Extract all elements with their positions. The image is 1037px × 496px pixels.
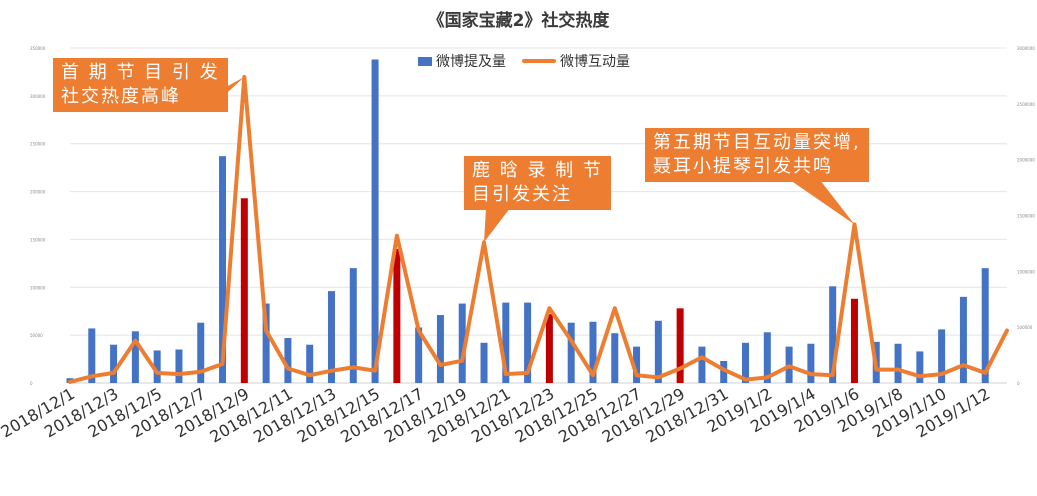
legend-swatch-interactions xyxy=(522,59,556,63)
bar xyxy=(240,198,248,383)
bar xyxy=(131,331,139,383)
bar xyxy=(502,302,510,383)
bar xyxy=(327,291,335,383)
bar xyxy=(110,344,118,383)
bar xyxy=(589,321,597,383)
y-tick-label-left: 0 xyxy=(30,381,33,386)
bar xyxy=(894,343,902,383)
bar xyxy=(371,59,379,383)
bar xyxy=(698,346,706,383)
bar xyxy=(916,351,924,383)
bar xyxy=(763,332,771,383)
bar xyxy=(197,322,205,383)
callout-pointers xyxy=(180,77,855,243)
bar xyxy=(262,303,270,383)
y-tick-label-left: 250000 xyxy=(30,142,46,147)
bar xyxy=(720,360,728,383)
y-tick-label-left: 50000 xyxy=(30,333,43,338)
bar xyxy=(436,315,444,383)
line-series xyxy=(68,75,1009,384)
bar xyxy=(524,302,532,383)
bar xyxy=(981,268,989,383)
bar xyxy=(284,338,292,383)
bar xyxy=(349,268,357,383)
annotation-line: 首 期 节 目 引 发 xyxy=(61,62,220,83)
bar xyxy=(306,344,314,383)
bar xyxy=(676,308,684,383)
bar-series xyxy=(66,59,989,383)
bar xyxy=(742,342,750,383)
bar xyxy=(88,328,96,383)
legend-swatch-mentions xyxy=(418,56,432,66)
bar xyxy=(415,327,423,383)
legend: 微博提及量 微博互动量 xyxy=(418,51,630,71)
bar xyxy=(633,346,641,383)
y-tick-label-left: 150000 xyxy=(30,237,46,242)
bar xyxy=(458,303,466,383)
bar xyxy=(938,329,946,383)
y-tick-label-right: 500000 xyxy=(1017,325,1033,330)
bar xyxy=(393,249,401,383)
bar xyxy=(654,320,662,383)
callout-pointer xyxy=(790,180,855,225)
y-tick-label-left: 200000 xyxy=(30,190,46,195)
bar xyxy=(175,349,183,383)
y-tick-label-left: 100000 xyxy=(30,285,46,290)
annotation-fifth-episode: 第五期节目互动量突增, 聂耳小提琴引发共鸣 xyxy=(645,128,869,182)
y-tick-label-right: 0 xyxy=(1017,381,1020,386)
x-axis-ticks: 2018/12/12018/12/32018/12/52018/12/72018… xyxy=(0,384,993,447)
bar xyxy=(829,286,837,383)
bar xyxy=(153,350,161,383)
bar xyxy=(611,333,619,383)
y-axis-left: 0 50000 100000 150000 200000 250000 300000 3500… xyxy=(30,46,46,386)
bar xyxy=(850,298,858,383)
legend-label-mentions: 微博提及量 xyxy=(436,54,506,70)
bar xyxy=(219,156,227,383)
bar xyxy=(545,314,553,383)
bar xyxy=(959,296,967,383)
y-tick-label-right: 3000000 xyxy=(1017,46,1035,51)
annotation-line: 聂耳小提琴引发共鸣 xyxy=(653,156,833,177)
y-tick-label-right: 2000000 xyxy=(1017,158,1035,163)
annotation-line: 目引发关注 xyxy=(472,184,572,205)
y-tick-label-left: 350000 xyxy=(30,46,46,51)
callout-pointer xyxy=(180,77,245,112)
bar xyxy=(567,322,575,383)
y-tick-label-right: 1500000 xyxy=(1017,214,1035,219)
legend-label-interactions: 微博互动量 xyxy=(560,54,630,70)
y-tick-label-right: 2500000 xyxy=(1017,102,1035,107)
bar xyxy=(480,342,488,383)
y-tick-label-right: 1000000 xyxy=(1017,269,1035,274)
bar xyxy=(807,343,815,383)
y-axis-right: 0 500000 1000000 1500000 2000000 2500000 30000… xyxy=(1017,46,1035,386)
annotation-line: 社交热度高峰 xyxy=(61,86,181,107)
annotation-first-episode: 首 期 节 目 引 发 社交热度高峰 xyxy=(53,58,228,112)
chart-title: 《国家宝藏2》社交热度 xyxy=(427,11,610,31)
callout-pointer xyxy=(484,208,510,243)
y-tick-label-left: 300000 xyxy=(30,94,46,99)
annotation-line: 鹿 晗 录 制 节 xyxy=(472,160,603,181)
annotation-line: 第五期节目互动量突增, xyxy=(653,132,861,153)
interaction-line xyxy=(68,75,1009,384)
annotation-luhan: 鹿 晗 录 制 节 目引发关注 xyxy=(464,156,611,210)
